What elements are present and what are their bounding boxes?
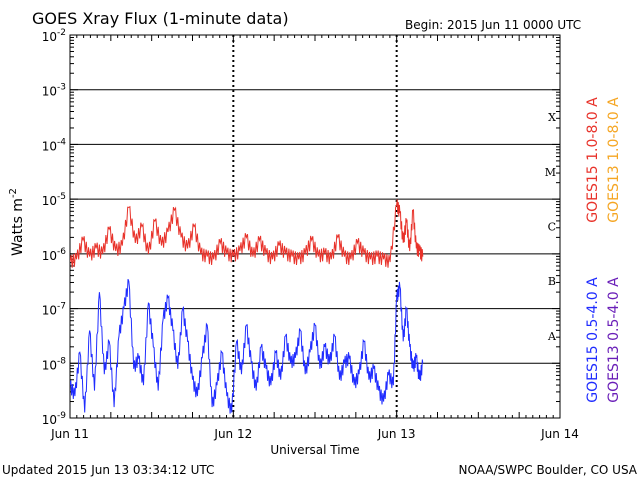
y-tick-mantissa: 10 xyxy=(42,30,57,44)
x-tick-label: Jun 14 xyxy=(540,427,579,441)
plot-area xyxy=(69,34,561,419)
y-tick-exponent: -5 xyxy=(57,192,66,202)
horizontal-gridlines xyxy=(70,89,560,364)
legend-entry: GOES15 1.0-8.0 A xyxy=(585,97,601,223)
y-tick-label: 10-9 xyxy=(42,411,67,427)
y-axis-title-exponent: -2 xyxy=(8,188,19,198)
y-tick-exponent: -7 xyxy=(57,302,66,312)
y-tick-exponent: -9 xyxy=(57,411,66,421)
legend-entry: GOES13 0.5-4.0 A xyxy=(606,277,622,403)
y-axis-ticks: 10-910-810-710-610-510-410-310-2 xyxy=(42,28,560,427)
y-tick-exponent: -3 xyxy=(57,83,66,93)
x-tick-label: Jun 13 xyxy=(377,427,416,441)
flare-class-labels: A B C M X xyxy=(545,111,557,343)
x-tick-label: Jun 12 xyxy=(213,427,252,441)
y-tick-exponent: -6 xyxy=(57,247,66,257)
y-tick-exponent: -2 xyxy=(57,28,66,38)
chart-title: GOES Xray Flux (1-minute data) xyxy=(32,9,289,28)
y-tick-label: 10-3 xyxy=(42,83,66,99)
y-tick-mantissa: 10 xyxy=(42,304,57,318)
y-tick-label: 10-4 xyxy=(42,137,67,153)
flare-class-label: C xyxy=(548,221,556,234)
x-axis-title: Universal Time xyxy=(270,443,359,457)
begin-time: Begin: 2015 Jun 11 0000 UTC xyxy=(405,18,581,32)
y-tick-exponent: -8 xyxy=(57,356,66,366)
flare-class-label: X xyxy=(548,111,556,124)
series-line xyxy=(70,199,424,268)
y-tick-label: 10-7 xyxy=(42,302,66,318)
y-tick-mantissa: 10 xyxy=(42,249,57,263)
y-axis-title-text: Watts m xyxy=(10,198,26,256)
series-layer xyxy=(70,199,424,414)
legend: GOES15 1.0-8.0 A GOES13 1.0-8.0 A GOES15 0… xyxy=(585,97,622,403)
y-tick-label: 10-8 xyxy=(42,356,67,372)
updated-timestamp: Updated 2015 Jun 13 03:34:12 UTC xyxy=(2,463,214,477)
y-tick-mantissa: 10 xyxy=(42,85,57,99)
y-tick-mantissa: 10 xyxy=(42,139,57,153)
y-tick-exponent: -4 xyxy=(57,137,66,147)
y-tick-label: 10-5 xyxy=(42,192,66,208)
flare-class-label: A xyxy=(547,330,557,343)
series-line xyxy=(70,279,424,414)
credit-text: NOAA/SWPC Boulder, CO USA xyxy=(459,463,638,477)
flare-class-label: B xyxy=(548,275,556,288)
x-axis-ticks: Jun 11 Jun 12 Jun 13 Jun 14 xyxy=(50,35,579,441)
y-tick-mantissa: 10 xyxy=(42,413,57,427)
x-tick-label: Jun 11 xyxy=(50,427,89,441)
y-tick-mantissa: 10 xyxy=(42,194,57,208)
y-tick-mantissa: 10 xyxy=(42,358,57,372)
flare-class-label: M xyxy=(545,166,556,179)
y-tick-label: 10-2 xyxy=(42,28,66,44)
legend-entry: GOES13 1.0-8.0 A xyxy=(606,97,622,223)
legend-entry: GOES15 0.5-4.0 A xyxy=(585,277,601,403)
y-tick-label: 10-6 xyxy=(42,247,67,263)
vertical-gridlines xyxy=(232,35,398,418)
y-axis-title: Watts m-2 xyxy=(8,188,26,256)
